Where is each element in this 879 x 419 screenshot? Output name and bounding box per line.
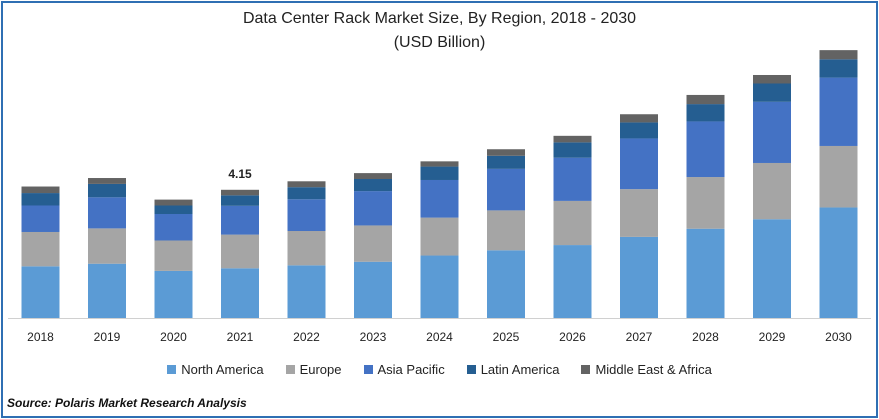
bar-2023-north-america xyxy=(354,261,392,318)
bar-2023-middle-east-africa xyxy=(354,173,392,179)
chart-title: Data Center Rack Market Size, By Region,… xyxy=(242,10,637,27)
bar-2027-asia-pacific xyxy=(620,138,658,190)
bar-2022-north-america xyxy=(287,265,326,318)
bar-2026-middle-east-africa xyxy=(553,135,592,143)
x-tick-label: 2025 xyxy=(493,330,520,344)
bar-2022-europe xyxy=(287,231,326,266)
bar-2029-middle-east-africa xyxy=(753,74,791,84)
bar-2029-europe xyxy=(753,162,791,220)
bar-2030-latin-america xyxy=(819,59,858,78)
bar-2018-europe xyxy=(21,231,60,267)
bar-2030-middle-east-africa xyxy=(819,50,858,60)
bar-2025-europe xyxy=(487,210,525,251)
bar-2030-asia-pacific xyxy=(819,77,858,146)
bar-2020-middle-east-africa xyxy=(154,199,193,206)
legend-swatch xyxy=(285,365,295,374)
bar-2028-north-america xyxy=(686,228,725,318)
bar-2018-asia-pacific xyxy=(21,205,60,232)
bar-2019-latin-america xyxy=(88,183,126,198)
bar-2024-north-america xyxy=(420,255,459,318)
legend-label: North America xyxy=(181,362,264,377)
x-tick-label: 2023 xyxy=(360,330,387,344)
bar-2023-latin-america xyxy=(354,179,392,192)
x-tick-label: 2026 xyxy=(559,330,586,344)
bar-2029-latin-america xyxy=(753,83,791,102)
legend-swatch xyxy=(167,365,177,374)
legend-item: Middle East & Africa xyxy=(581,362,712,377)
bar-2020-europe xyxy=(154,240,193,271)
bar-2023-europe xyxy=(354,225,392,262)
bar-2027-europe xyxy=(620,189,658,237)
legend-item: Asia Pacific xyxy=(363,362,445,377)
bar-2019-europe xyxy=(88,228,126,264)
data-label-2021: 4.15 xyxy=(228,167,252,181)
bar-2029-north-america xyxy=(753,219,791,318)
bar-2021-latin-america xyxy=(221,195,259,206)
x-tick-label: 2030 xyxy=(825,330,852,344)
x-tick-label: 2021 xyxy=(227,330,254,344)
bar-2025-middle-east-africa xyxy=(487,149,525,156)
x-tick-label: 2028 xyxy=(692,330,719,344)
bar-2025-latin-america xyxy=(487,155,525,169)
bar-2022-middle-east-africa xyxy=(287,181,326,188)
bar-2019-middle-east-africa xyxy=(88,178,126,184)
bar-2024-asia-pacific xyxy=(420,179,459,218)
legend-label: Middle East & Africa xyxy=(595,362,712,377)
legend-label: Europe xyxy=(299,362,342,377)
bar-2026-europe xyxy=(553,200,592,246)
bar-2020-north-america xyxy=(154,270,193,318)
bar-2021-north-america xyxy=(221,268,259,318)
legend-item: Latin America xyxy=(466,362,560,377)
x-tick-label: 2020 xyxy=(160,330,187,344)
bar-2021-middle-east-africa xyxy=(221,189,259,196)
legend-label: Asia Pacific xyxy=(377,362,445,377)
legend-item: North America xyxy=(167,362,264,377)
x-tick-label: 2027 xyxy=(626,330,653,344)
bar-2019-asia-pacific xyxy=(88,197,126,229)
bar-2028-asia-pacific xyxy=(686,121,725,178)
legend-swatch xyxy=(581,365,591,374)
bar-2018-middle-east-africa xyxy=(21,186,60,194)
x-tick-label: 2024 xyxy=(426,330,453,344)
bar-2020-latin-america xyxy=(154,205,193,214)
bar-2019-north-america xyxy=(88,263,126,318)
x-tick-label: 2022 xyxy=(293,330,320,344)
legend-swatch xyxy=(466,365,476,374)
bar-2029-asia-pacific xyxy=(753,101,791,163)
x-tick-label: 2029 xyxy=(759,330,786,344)
bar-2021-asia-pacific xyxy=(221,205,259,235)
bar-2026-north-america xyxy=(553,245,592,318)
bar-2023-asia-pacific xyxy=(354,191,392,226)
chart-legend: North America Europe Asia Pacific Latin Ame… xyxy=(0,362,879,377)
bar-2030-north-america xyxy=(819,207,858,318)
bar-2027-north-america xyxy=(620,236,658,318)
bar-2022-asia-pacific xyxy=(287,199,326,232)
bar-2020-asia-pacific xyxy=(154,213,193,241)
legend-swatch xyxy=(363,365,373,374)
bar-2024-middle-east-africa xyxy=(420,161,459,167)
bar-2030-europe xyxy=(819,145,858,208)
bar-2024-europe xyxy=(420,217,459,256)
legend-label: Latin America xyxy=(480,362,560,377)
chart-subtitle: (USD Billion) xyxy=(393,34,486,51)
x-tick-label: 2018 xyxy=(27,330,54,344)
x-tick-label: 2019 xyxy=(94,330,121,344)
bar-2018-north-america xyxy=(21,266,60,318)
bar-2025-asia-pacific xyxy=(487,168,525,211)
bar-2018-latin-america xyxy=(21,193,60,206)
bar-2025-north-america xyxy=(487,250,525,318)
bar-2028-europe xyxy=(686,177,725,229)
bar-2026-asia-pacific xyxy=(553,157,592,201)
source-note: Source: Polaris Market Research Analysis xyxy=(7,396,247,410)
bar-2024-latin-america xyxy=(420,166,459,180)
bar-2028-middle-east-africa xyxy=(686,94,725,105)
bar-2021-europe xyxy=(221,234,259,269)
bar-2028-latin-america xyxy=(686,104,725,122)
bar-2022-latin-america xyxy=(287,187,326,200)
legend-item: Europe xyxy=(285,362,342,377)
bar-2027-latin-america xyxy=(620,122,658,139)
bar-2027-middle-east-africa xyxy=(620,114,658,123)
bar-2026-latin-america xyxy=(553,142,592,158)
